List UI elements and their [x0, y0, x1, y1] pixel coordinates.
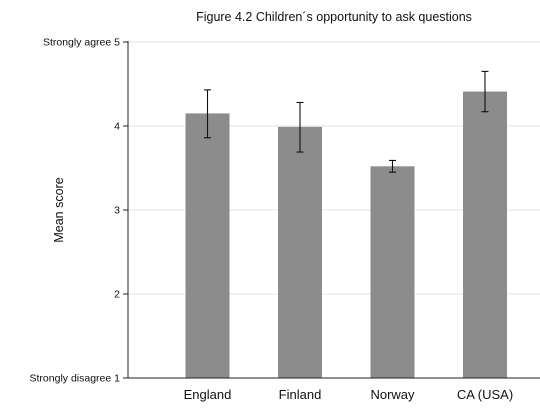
y-tick-label: 2: [114, 289, 120, 301]
bar-norway: [370, 166, 415, 378]
x-tick-label: Norway: [370, 387, 415, 402]
error-bars: [204, 70, 489, 173]
x-tick-label: Finland: [279, 387, 322, 402]
chart-title: Figure 4.2 Children´s opportunity to ask…: [196, 10, 472, 24]
x-tick-label: England: [184, 387, 232, 402]
y-tick-labels: Strongly agree 5 4 3 2 Strongly disagree 1: [30, 37, 121, 385]
x-tick-labels: England Finland Norway CA (USA): [184, 387, 514, 402]
bar-england: [185, 113, 230, 379]
y-tick-label: Strongly agree 5: [43, 37, 120, 49]
bar-ca-usa: [463, 91, 507, 378]
x-tick-label: CA (USA): [457, 387, 513, 402]
y-axis-label: Mean score: [52, 177, 66, 242]
bars: [185, 91, 507, 379]
axes: [123, 41, 540, 379]
y-tick-label: Strongly disagree 1: [30, 373, 121, 385]
bar-finland: [278, 126, 322, 378]
y-tick-label: 4: [114, 121, 120, 133]
y-tick-label: 3: [114, 205, 120, 217]
